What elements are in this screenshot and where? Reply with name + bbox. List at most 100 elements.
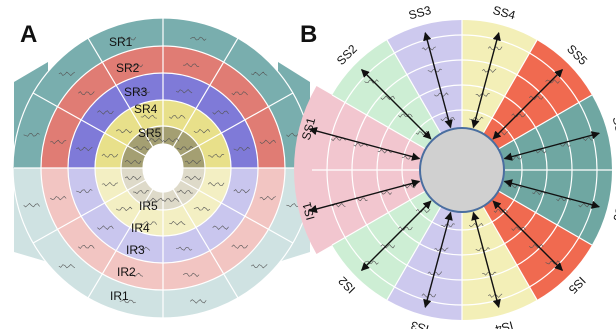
signal-trace xyxy=(115,128,133,134)
signal-trace xyxy=(182,272,200,278)
signal-trace xyxy=(175,89,193,94)
signal-trace xyxy=(133,190,150,195)
signal-trace xyxy=(124,175,142,181)
signal-trace xyxy=(184,159,202,165)
superior-ring-label: SR1 xyxy=(109,35,133,49)
signal-trace xyxy=(126,62,144,68)
signal-trace xyxy=(176,146,194,150)
signal-trace xyxy=(133,146,150,151)
signal-trace xyxy=(259,139,277,145)
radial-spoke xyxy=(172,188,239,299)
inferior-ring-4 xyxy=(95,168,231,236)
double-arrow xyxy=(423,211,453,308)
signal-trace xyxy=(76,189,93,194)
signal-trace xyxy=(250,264,268,269)
signal-trace xyxy=(23,202,40,208)
double-arrow xyxy=(492,200,564,272)
signal-trace xyxy=(58,71,75,77)
sector-label: SS6 xyxy=(610,115,616,141)
signal-trace xyxy=(231,244,248,249)
inferior-ring-5 xyxy=(121,168,205,210)
sector-label: IS6 xyxy=(610,202,616,223)
double-arrow xyxy=(308,127,421,161)
signal-trace xyxy=(207,181,225,187)
sector-label: SS3 xyxy=(407,3,433,22)
inferior-ring-label: IR2 xyxy=(117,265,136,279)
sector-label: SS4 xyxy=(491,3,517,22)
signal-trace xyxy=(119,36,137,41)
superior-ring-label: SR4 xyxy=(134,102,158,116)
superior-ring-1 xyxy=(13,18,313,168)
signal-trace xyxy=(162,197,180,202)
double-arrow xyxy=(471,211,501,308)
radial-spoke xyxy=(32,92,146,157)
signal-trace xyxy=(97,110,114,115)
double-arrow xyxy=(360,200,432,272)
signal-trace xyxy=(176,189,193,194)
signal-trace xyxy=(78,91,95,96)
signal-trace xyxy=(78,244,95,249)
signal-trace xyxy=(259,195,276,201)
signal-trace xyxy=(50,139,67,145)
double-arrow xyxy=(503,179,600,209)
radial-spoke xyxy=(172,37,239,148)
inferior-ring-label: IR5 xyxy=(139,199,158,213)
signal-trace xyxy=(76,146,93,152)
double-arrow xyxy=(360,68,432,140)
signal-trace xyxy=(124,159,142,165)
panel-a-ring-map: SR1 SR2 SR3 SR4 SR5 IR1 IR2 IR3 IR4 IR5 xyxy=(12,17,314,319)
signal-trace xyxy=(183,62,200,68)
signal-trace xyxy=(251,71,268,77)
radial-spoke xyxy=(180,92,294,157)
superior-ring-2 xyxy=(41,46,285,168)
signal-trace xyxy=(233,189,250,194)
radial-spoke xyxy=(87,188,154,299)
signal-trace xyxy=(50,195,67,201)
inferior-ring-2 xyxy=(41,168,285,290)
double-arrow xyxy=(308,179,421,213)
signal-trace xyxy=(193,128,211,134)
panel-a-label: A xyxy=(20,21,37,48)
double-arrow xyxy=(471,32,501,129)
signal-trace xyxy=(58,263,75,269)
signal-trace xyxy=(119,299,136,304)
inferior-ring-3 xyxy=(68,168,258,263)
sector-label: SS1 xyxy=(299,116,318,142)
sector-label: IS4 xyxy=(493,318,514,329)
double-arrow xyxy=(492,68,564,140)
signal-trace xyxy=(126,272,143,278)
double-arrow xyxy=(423,32,453,129)
superior-ring-label: SR5 xyxy=(138,126,162,140)
signal-trace xyxy=(176,246,193,251)
inferior-ring-1 xyxy=(13,168,313,318)
signal-trace xyxy=(212,225,229,230)
signal-trace xyxy=(162,137,180,143)
signal-trace xyxy=(146,137,164,143)
inferior-ring-label: IR3 xyxy=(126,243,145,257)
signal-trace xyxy=(184,175,202,181)
signal-trace xyxy=(140,114,157,120)
radial-spoke xyxy=(32,179,146,244)
superior-ring-label: SR2 xyxy=(116,61,140,75)
signal-trace xyxy=(193,206,211,212)
sector-label: IS3 xyxy=(409,318,430,329)
signal-trace xyxy=(115,206,133,211)
sector-label: IS1 xyxy=(299,200,317,221)
signal-trace xyxy=(133,246,151,251)
inferior-ring-label: IR4 xyxy=(131,221,150,235)
signal-trace xyxy=(133,89,151,94)
signal-trace xyxy=(101,181,118,187)
signal-trace xyxy=(231,91,248,96)
signal-trace xyxy=(233,146,250,151)
signal-trace xyxy=(101,153,119,158)
double-arrow xyxy=(503,131,600,161)
signal-trace xyxy=(190,299,207,304)
signal-trace xyxy=(140,221,158,226)
signal-trace xyxy=(97,225,114,230)
signal-trace xyxy=(169,220,186,226)
signal-trace xyxy=(23,132,40,137)
panel-b-label: B xyxy=(300,21,317,48)
signal-trace xyxy=(169,114,186,119)
inferior-ring-label: IR1 xyxy=(110,289,129,303)
